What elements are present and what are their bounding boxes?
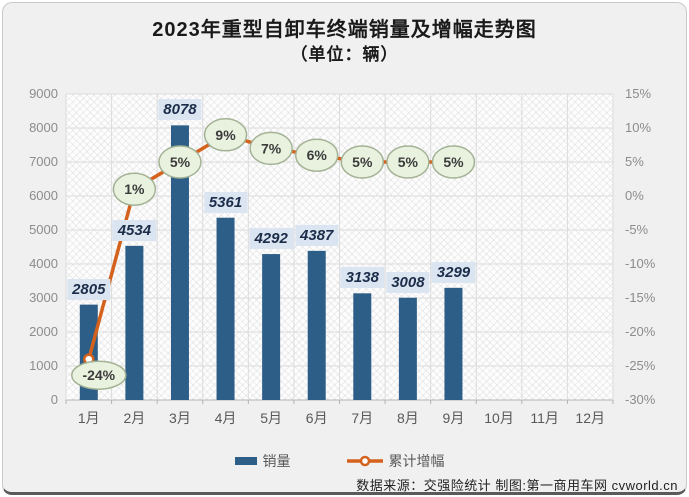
y-tick-label-left: 3000 — [29, 290, 58, 305]
growth-marker — [431, 145, 476, 179]
y-tick-label-left: 2000 — [29, 324, 58, 339]
bar-value-label: 5361 — [203, 191, 248, 213]
growth-marker — [340, 145, 385, 179]
y-tick-label-left: 8000 — [29, 120, 58, 135]
x-tick-label: 5月 — [260, 410, 283, 426]
x-tick-label: 3月 — [169, 410, 191, 426]
bar — [307, 250, 326, 400]
y-tick-label-left: 7000 — [29, 154, 58, 169]
bar — [262, 254, 281, 400]
y-tick-label-left: 5000 — [29, 222, 58, 237]
bar — [216, 217, 235, 400]
growth-value-label: 6% — [307, 147, 328, 163]
y-tick-label-right: -5% — [625, 222, 649, 237]
bar-value-label: 3138 — [340, 267, 384, 289]
chart-subtitle: （单位：辆） — [290, 45, 399, 64]
growth-marker — [386, 145, 430, 179]
growth-value-label: 9% — [215, 127, 236, 143]
y-tick-label-left: 1000 — [29, 358, 58, 373]
bar-value-label: 3008 — [386, 271, 430, 293]
line-series-swatch-icon — [346, 455, 383, 467]
x-tick-label: 12月 — [575, 410, 605, 426]
growth-marker — [71, 360, 127, 390]
data-source-note: 数据来源：交强险统计 制图:第一商用车网 cvworld.cn — [356, 478, 678, 493]
x-tick-label: 6月 — [305, 410, 328, 426]
legend-item-sales: 销量 — [234, 451, 291, 471]
growth-value-label: 7% — [261, 140, 282, 156]
x-tick-label: 10月 — [484, 410, 514, 426]
growth-value-label: 5% — [170, 154, 191, 170]
chart-title: 2023年重型自卸车终端销量及增幅走势图 — [152, 19, 537, 41]
x-tick-label: 9月 — [442, 410, 465, 426]
bar-value-label: 3299 — [431, 261, 476, 283]
growth-value-label: 5% — [443, 154, 464, 170]
x-tick-label: 2月 — [123, 410, 146, 426]
legend-label-sales: 销量 — [262, 453, 291, 469]
x-tick-label: 8月 — [396, 410, 419, 426]
growth-marker — [249, 131, 293, 166]
growth-marker — [158, 145, 202, 179]
legend: 销量 累计增幅 — [66, 451, 613, 471]
y-tick-label-right: 15% — [625, 86, 652, 101]
bar-value-label: 2805 — [67, 278, 111, 300]
y-tick-label-left: 4000 — [29, 256, 58, 271]
growth-marker — [112, 172, 157, 206]
y-tick-label-left: 6000 — [29, 188, 58, 203]
growth-value-label: 5% — [398, 154, 419, 170]
legend-label-growth: 累计增幅 — [388, 453, 445, 469]
growth-value-label: -24% — [82, 367, 115, 383]
chart-canvas: -24% 1% 5% 9% 7% 6% 5% 5% 5% — [65, 93, 614, 404]
bar — [444, 287, 463, 400]
growth-marker — [203, 118, 248, 152]
y-tick-label-left: 9000 — [29, 86, 58, 101]
y-tick-label-right: -30% — [625, 392, 656, 407]
bar — [170, 125, 189, 401]
plot-area: -24% 1% 5% 9% 7% 6% 5% 5% 5% 2805 4534 8078 5361 429… — [65, 93, 614, 404]
bar-value-label: 8078 — [158, 99, 202, 121]
y-tick-label-right: 0% — [625, 188, 644, 203]
y-tick-label-right: 10% — [625, 120, 652, 135]
bar — [398, 297, 417, 400]
bar-value-label: 4534 — [112, 219, 157, 241]
bar-series-swatch-icon — [234, 457, 257, 465]
legend-item-growth: 累计增幅 — [346, 451, 445, 471]
bar-value-label: 4292 — [249, 228, 293, 250]
y-tick-label-right: -25% — [625, 358, 656, 373]
growth-value-label: 1% — [124, 181, 145, 197]
y-tick-label-right: -15% — [625, 290, 656, 305]
growth-marker — [294, 138, 339, 172]
growth-value-label: 5% — [352, 154, 373, 170]
y-tick-label-right: -10% — [625, 256, 656, 271]
bar — [353, 293, 372, 400]
x-tick-label: 7月 — [351, 410, 374, 426]
x-tick-label: 11月 — [530, 410, 559, 426]
y-tick-label-right: 5% — [625, 154, 644, 169]
x-tick-label: 4月 — [214, 410, 237, 426]
x-tick-label: 1月 — [77, 410, 100, 426]
y-tick-label-right: -20% — [625, 324, 656, 339]
bar-value-label: 4387 — [295, 224, 339, 246]
bar — [125, 245, 144, 400]
y-tick-label-left: 0 — [50, 392, 58, 407]
